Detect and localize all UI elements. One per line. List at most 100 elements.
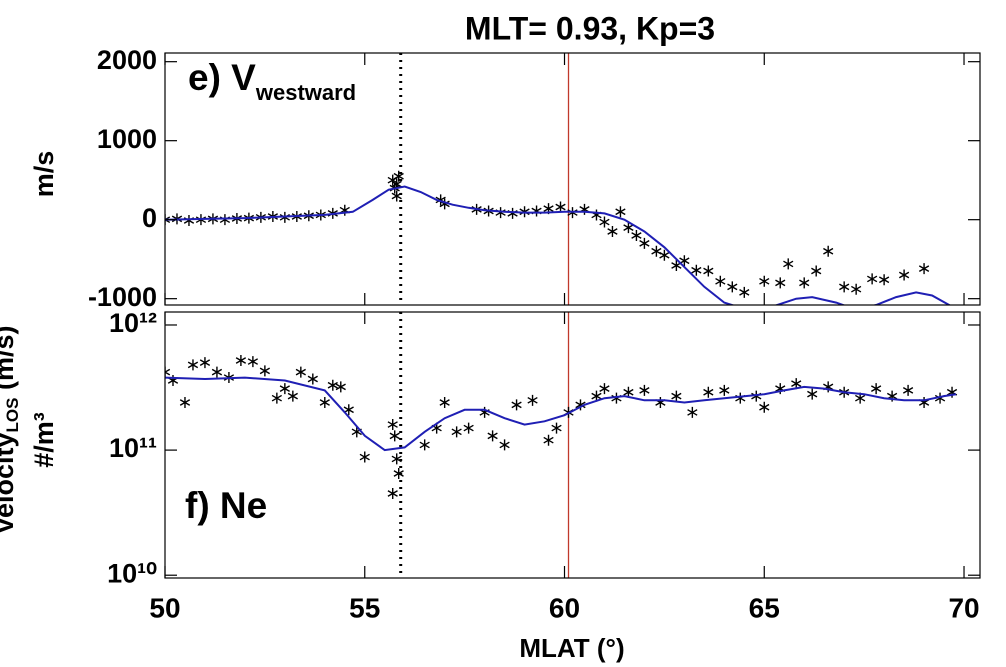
data-point <box>527 394 538 406</box>
data-point <box>898 269 910 281</box>
data-point <box>199 357 211 369</box>
data-point <box>739 286 750 298</box>
data-point <box>691 264 702 276</box>
data-point <box>451 426 462 438</box>
data-point <box>727 281 738 293</box>
data-point <box>579 203 590 215</box>
data-point <box>389 430 400 442</box>
plot-area <box>165 312 958 578</box>
y-tick-label: 1000 <box>97 124 157 154</box>
data-point <box>555 201 566 213</box>
data-point <box>735 392 746 404</box>
data-point <box>659 249 670 261</box>
data-point <box>715 275 726 287</box>
x-tick-label: 65 <box>749 592 780 623</box>
data-point <box>387 487 398 499</box>
data-point <box>866 273 878 285</box>
fit-line <box>165 185 952 305</box>
data-point <box>851 283 862 295</box>
data-point <box>183 214 195 226</box>
plot-area <box>165 53 952 305</box>
data-point <box>599 216 610 228</box>
data-point <box>295 366 306 378</box>
y-tick-label: 10¹⁰ <box>107 558 157 588</box>
data-point <box>759 401 770 413</box>
data-point <box>165 214 171 226</box>
panel-label-text: f) Ne <box>185 485 267 526</box>
data-point <box>327 379 338 391</box>
data-point <box>359 451 370 463</box>
side-label: VelocityLOS (m/s) <box>0 325 22 534</box>
data-point <box>655 397 666 409</box>
data-point <box>343 404 354 416</box>
data-point <box>759 275 770 287</box>
data-point <box>783 258 794 270</box>
data-point <box>507 207 518 219</box>
data-point <box>607 226 618 238</box>
data-point <box>623 222 634 234</box>
data-point <box>719 384 730 396</box>
panel-label: f) Ne <box>185 485 267 526</box>
data-point <box>165 366 171 378</box>
y-tick-label: 2000 <box>97 45 157 75</box>
data-point <box>671 390 682 402</box>
data-point <box>287 390 298 402</box>
fit-line <box>165 376 957 452</box>
data-point <box>639 384 650 396</box>
x-axis-label: MLAT (°) <box>519 633 624 663</box>
data-point <box>499 439 510 451</box>
data-point <box>623 386 634 398</box>
side-label-subscript: LOS <box>3 398 22 433</box>
data-point <box>211 366 223 378</box>
data-point <box>479 406 490 418</box>
data-point <box>639 237 650 249</box>
data-point <box>811 265 822 277</box>
data-point <box>247 356 259 368</box>
data-point <box>319 397 330 409</box>
side-label-unit: (m/s) <box>0 325 19 397</box>
data-point <box>419 439 430 451</box>
axes-frame <box>164 52 981 306</box>
data-point <box>615 206 626 218</box>
y-axis-label: m/s <box>29 151 59 198</box>
data-point <box>575 399 586 411</box>
data-point <box>271 392 282 404</box>
data-point <box>839 281 850 293</box>
data-point <box>799 277 810 289</box>
data-point <box>902 384 914 396</box>
panel-label-text: e) V <box>188 57 256 98</box>
data-point <box>335 381 346 393</box>
data-point <box>279 383 290 395</box>
data-point <box>918 263 930 275</box>
data-point <box>391 453 402 465</box>
x-tick-label: 50 <box>149 592 180 623</box>
data-point <box>511 399 522 411</box>
side-label-text: Velocity <box>0 432 19 534</box>
data-point <box>823 245 834 257</box>
panel-label-subscript: westward <box>255 80 356 105</box>
data-point <box>179 397 191 409</box>
data-point <box>393 468 404 480</box>
data-point <box>791 378 802 390</box>
data-point <box>631 229 642 241</box>
data-point <box>775 277 786 289</box>
data-point <box>463 422 474 434</box>
data-point <box>878 274 890 286</box>
data-point <box>307 373 318 385</box>
data-point <box>703 265 714 277</box>
data-point <box>599 383 610 395</box>
data-point <box>487 430 498 442</box>
data-point <box>387 419 398 431</box>
y-axis-label: #/m³ <box>29 412 59 468</box>
y-tick-label: 10¹¹ <box>109 433 157 463</box>
panel: 10¹⁰ 10¹¹ 10¹² 50 55 60 65 70 MLAT (°) #/m³ f) Ne V… <box>0 308 981 663</box>
data-point <box>531 205 542 217</box>
data-point <box>591 209 602 221</box>
y-tick-label: -1000 <box>88 282 157 312</box>
data-point <box>551 422 562 434</box>
data-point <box>235 355 247 367</box>
data-point <box>219 214 231 226</box>
data-point <box>439 397 450 409</box>
y-tick-label: 0 <box>142 203 157 233</box>
